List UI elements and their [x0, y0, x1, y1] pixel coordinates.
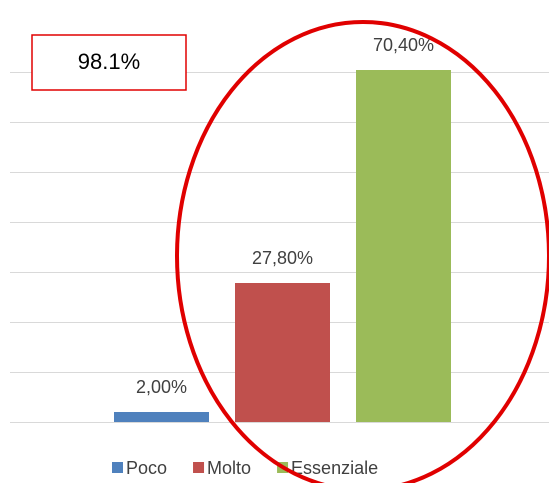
data-label: 70,40% [373, 35, 434, 55]
annotation-box [31, 34, 187, 91]
bars: 2,00% 27,80% 70,40% [114, 35, 451, 422]
legend-swatch [112, 462, 123, 473]
bar [356, 70, 451, 422]
legend-label: Essenziale [291, 458, 378, 478]
bar [114, 412, 209, 422]
legend-label: Poco [126, 458, 167, 478]
legend: Poco Molto Essenziale [112, 458, 378, 478]
bar [235, 283, 330, 422]
data-label: 27,80% [252, 248, 313, 268]
annotation: 98.1% [78, 49, 140, 74]
highlight-ellipse [175, 20, 549, 483]
legend-label: Molto [207, 458, 251, 478]
data-label: 2,00% [136, 377, 187, 397]
legend-swatch [193, 462, 205, 473]
